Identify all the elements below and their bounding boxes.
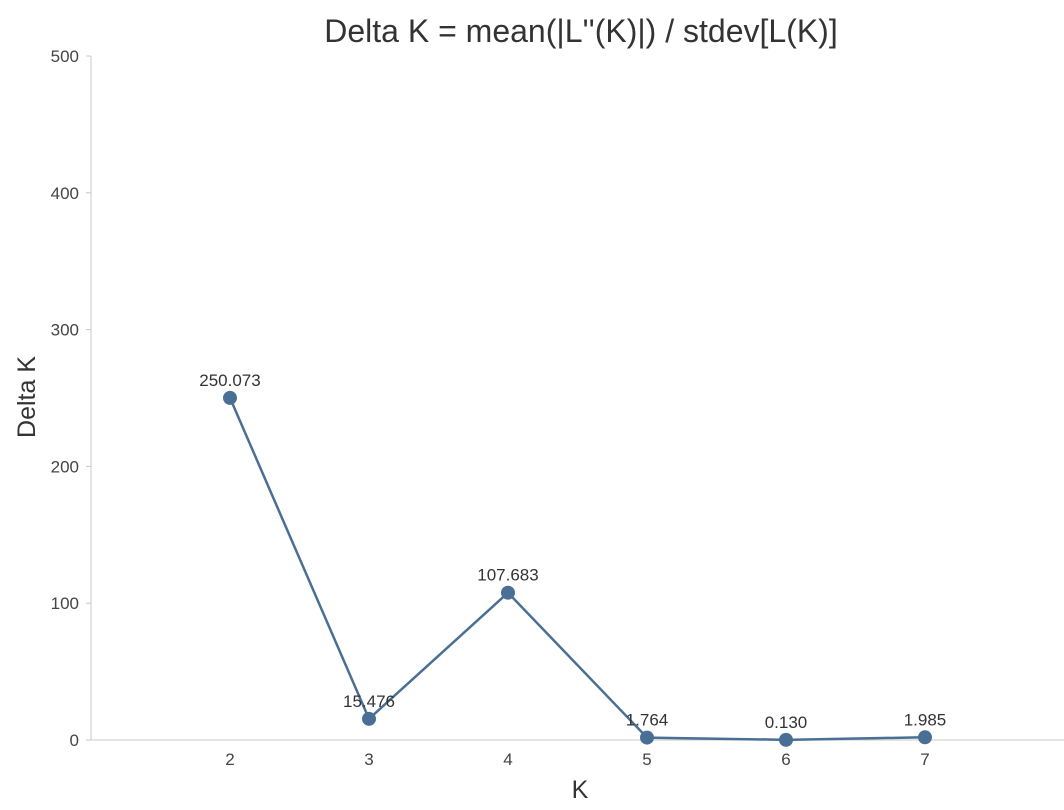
series-lines xyxy=(228,396,927,742)
series-line-segment xyxy=(228,396,371,721)
data-value-label: 1.764 xyxy=(626,711,669,730)
data-point-marker xyxy=(223,390,237,405)
data-markers xyxy=(223,390,932,747)
data-point-marker xyxy=(779,732,793,747)
chart-title: Delta K = mean(|L''(K)|) / stdev[L(K)] xyxy=(324,13,837,49)
data-value-label: 15.476 xyxy=(343,692,395,711)
y-tick-label: 400 xyxy=(51,184,79,203)
x-tick-label: 5 xyxy=(642,750,651,769)
series-line-segment xyxy=(645,736,788,742)
tick-labels: 0 100 200 300 400 500 2 3 4 5 6 7 xyxy=(51,47,930,769)
x-tick-label: 6 xyxy=(781,750,790,769)
series-line-segment xyxy=(367,591,510,721)
y-tick-label: 200 xyxy=(51,457,79,476)
data-point-marker xyxy=(918,730,932,745)
x-tick-label: 7 xyxy=(920,750,929,769)
data-value-label: 0.130 xyxy=(765,713,808,732)
x-axis-label: K xyxy=(572,776,589,804)
data-value-label: 1.985 xyxy=(904,710,947,729)
y-axis-label: Delta K xyxy=(13,356,41,438)
data-point-marker xyxy=(501,585,515,600)
axes xyxy=(86,55,1064,741)
data-point-marker xyxy=(640,730,654,745)
data-labels: 250.073 15.476 107.683 1.764 0.130 1.985 xyxy=(199,371,946,732)
x-tick-label: 3 xyxy=(364,750,373,769)
series-line-segment xyxy=(784,736,927,742)
y-tick-label: 500 xyxy=(51,47,79,66)
x-tick-label: 4 xyxy=(503,750,512,769)
data-value-label: 250.073 xyxy=(199,371,260,390)
x-tick-label: 2 xyxy=(225,750,234,769)
data-value-label: 107.683 xyxy=(477,566,538,585)
y-tick-label: 100 xyxy=(51,594,79,613)
data-point-marker xyxy=(362,711,376,726)
series-line-segment xyxy=(506,591,649,739)
y-tick-label: 0 xyxy=(70,731,79,750)
y-tick-label: 300 xyxy=(51,321,79,340)
